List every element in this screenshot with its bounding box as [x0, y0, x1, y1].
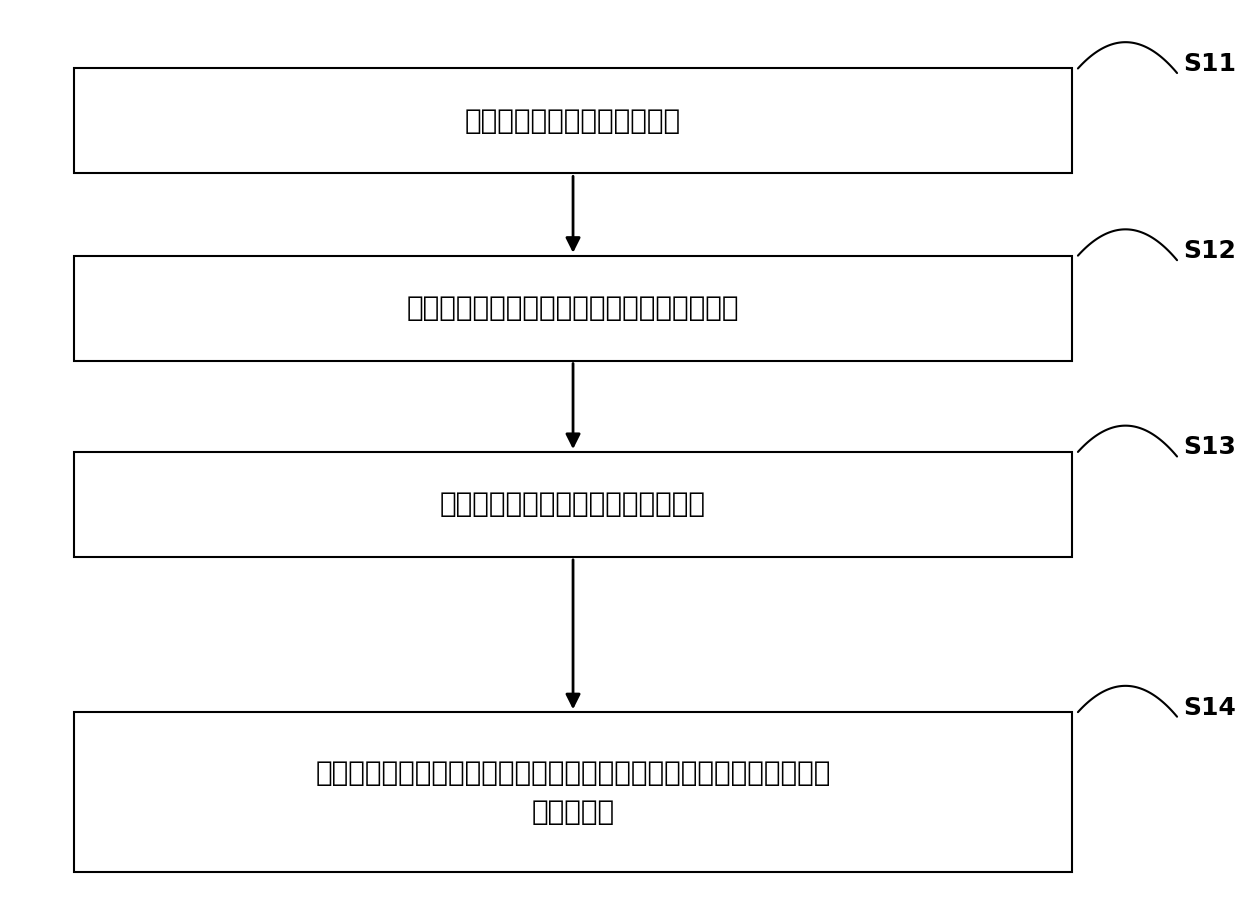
Bar [74, 68, 1072, 173]
Bar [74, 452, 1072, 557]
Text: 发送默认参数至所述播放设备，以使所述播放设备根据所述默认参数进
行参数设置: 发送默认参数至所述播放设备，以使所述播放设备根据所述默认参数进 行参数设置 [316, 759, 830, 825]
Text: S11: S11 [1183, 52, 1237, 76]
Bar [74, 256, 1072, 361]
Bar [74, 712, 1072, 872]
Text: S13: S13 [1183, 436, 1237, 459]
Text: 确定与所述地址信息对应的默认参数: 确定与所述地址信息对应的默认参数 [440, 490, 706, 519]
Text: S12: S12 [1183, 239, 1237, 263]
Text: 发送网络连接请求至播放设备: 发送网络连接请求至播放设备 [465, 107, 681, 135]
Text: 在与所述播放设备建立连接后，获取地址信息: 在与所述播放设备建立连接后，获取地址信息 [406, 294, 740, 322]
Text: S14: S14 [1183, 696, 1237, 719]
